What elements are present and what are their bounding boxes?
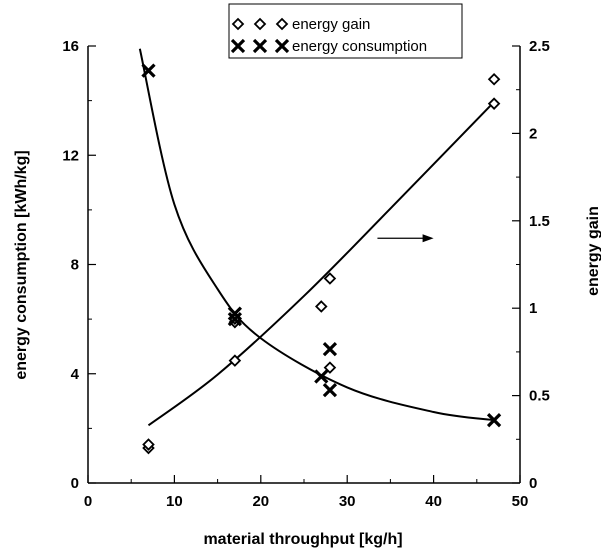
y2-axis-title: energy gain — [585, 206, 601, 296]
fit-lines — [138, 48, 495, 427]
y2-tick-label: 1.5 — [529, 213, 550, 230]
energy-consumption-point — [322, 383, 338, 398]
energy-consumption-point — [227, 311, 243, 327]
legend-marker-energy-consumption — [274, 38, 290, 54]
legend-label-energy-consumption: energy consumption — [292, 38, 427, 55]
energy-gain-point — [487, 97, 501, 110]
y2-tick-label: 1 — [529, 300, 537, 317]
legend-marker-energy-consumption — [230, 38, 246, 54]
annotation-arrow-head — [422, 234, 434, 243]
energy-gain-point — [142, 438, 155, 451]
legend: energy gain energy consumption — [228, 3, 463, 59]
y2-tick-label: 2.5 — [529, 38, 550, 55]
x-tick-label: 40 — [425, 493, 442, 510]
y2-tick-label: 2 — [529, 125, 537, 142]
y2-tick-label: 0.5 — [529, 388, 550, 405]
legend-marker-energy-gain — [275, 17, 289, 31]
x-tick-label: 30 — [339, 493, 356, 510]
legend-marker-energy-gain — [253, 17, 267, 31]
y-axis-title: energy consumption [kWh/kg] — [13, 150, 30, 379]
energy-gain-point — [315, 300, 328, 313]
y-tick-label: 8 — [71, 257, 79, 274]
fit-curve-energy-consumption — [138, 48, 495, 422]
y-tick-label: 12 — [62, 147, 79, 164]
energy-gain-point — [323, 272, 337, 285]
energy-consumption-point — [486, 413, 502, 428]
x-tick-label: 20 — [252, 493, 269, 510]
y-tick-label: 0 — [71, 475, 79, 492]
fit-curve-energy-gain — [147, 101, 495, 427]
legend-box — [228, 3, 463, 59]
legend-marker-energy-consumption — [252, 38, 268, 54]
y2-tick-label: 0 — [529, 475, 537, 492]
data-marks — [141, 63, 502, 455]
energy-gain-point — [323, 361, 337, 374]
y-tick-label: 4 — [71, 366, 80, 383]
legend-marker-energy-gain — [231, 17, 245, 31]
x-tick-label: 10 — [166, 493, 183, 510]
energy-consumption-point — [314, 369, 329, 384]
x-axis-title: material throughput [kg/h] — [203, 531, 402, 548]
energy-gain-point — [487, 72, 501, 86]
energy-consumption-point — [322, 342, 338, 357]
energy-consumption-point — [227, 306, 243, 321]
x-tick-label: 50 — [512, 493, 529, 510]
energy-gain-point — [228, 354, 242, 367]
legend-label-energy-gain: energy gain — [292, 16, 370, 33]
x-tick-label: 0 — [84, 493, 92, 510]
y-tick-label: 16 — [62, 38, 79, 55]
energy-consumption-point — [141, 63, 156, 78]
